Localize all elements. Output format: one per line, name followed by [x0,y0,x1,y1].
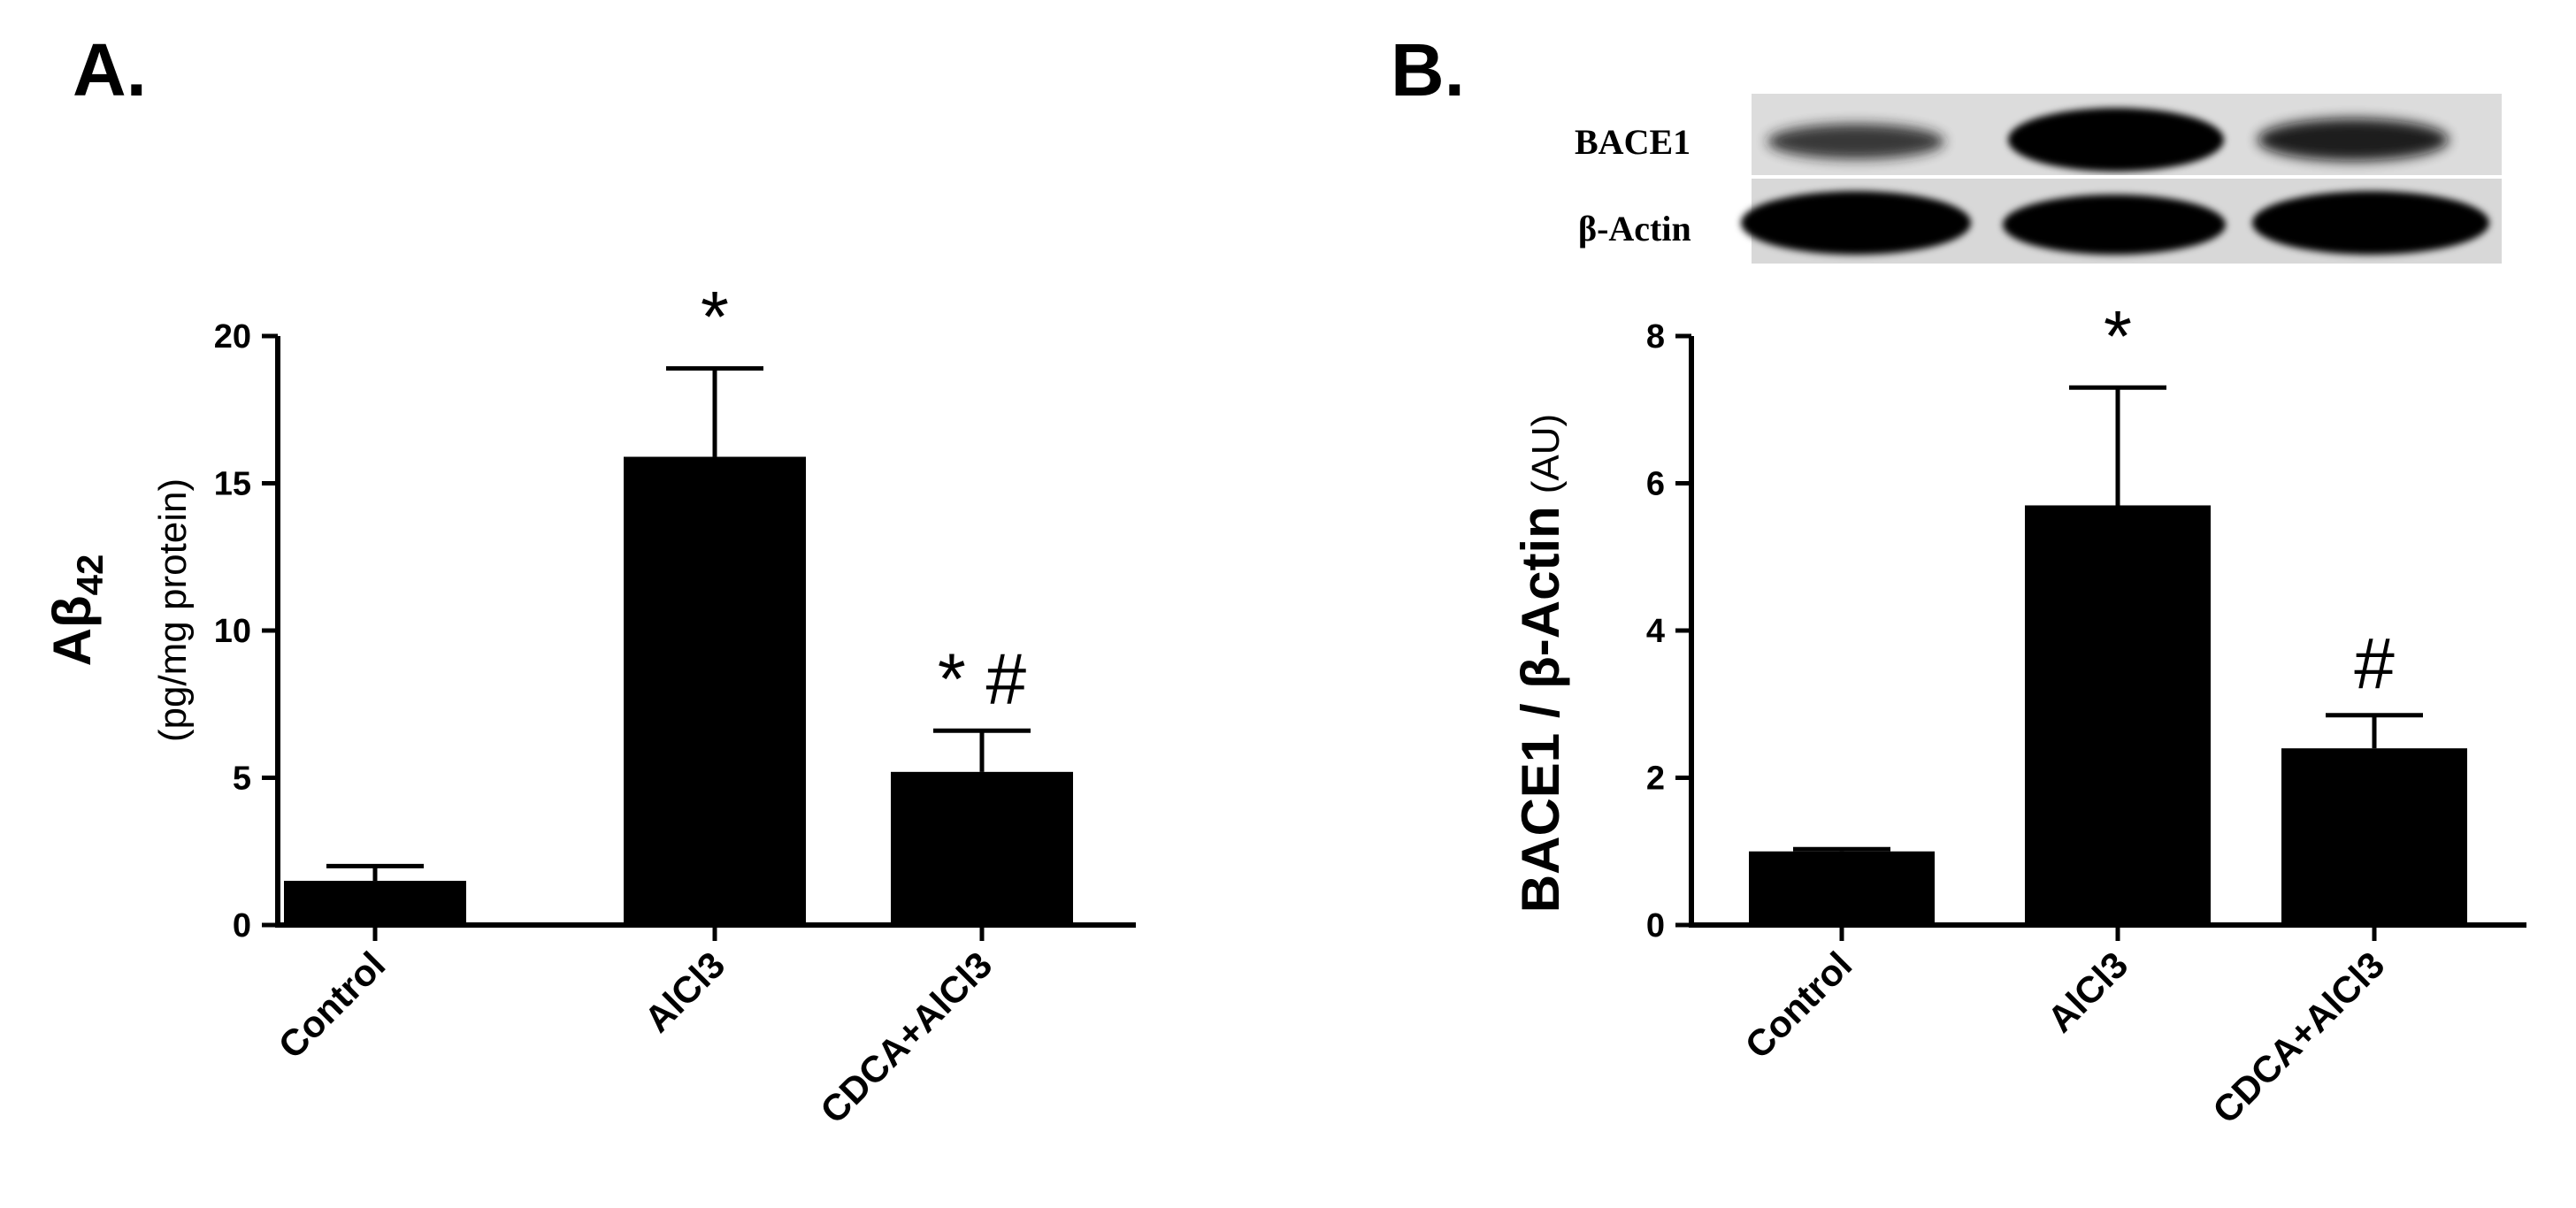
chart-a-bar [624,456,806,925]
chart-b-y-axis-title: BACE1 / β-Actin (AU) [1511,414,1570,913]
chart-a: 0 5 10 15 20 Control * AlCl3 * # CDCA+AlCl3 [214,278,1136,1131]
chart-a-ylabel-subscript: 42 [69,554,111,596]
chart-a-bar [284,881,466,925]
svg-text:Aβ42: Aβ42 [42,554,111,667]
chart-b-y-tick-label: 4 [1646,613,1665,650]
chart-b-category-label: CDCA+AlCl3 [2204,944,2392,1131]
chart-a-y-tick-label: 10 [214,613,251,650]
chart-a-significance-marker: * [701,278,729,358]
chart-b-y-tick-label: 2 [1646,761,1665,798]
chart-a-category-label: AlCl3 [636,944,732,1040]
blot-band-actin-alcl3 [2003,195,2226,255]
chart-b-ylabel-main: BACE1 / β-Actin [1511,506,1570,913]
chart-a-y-tick-label: 5 [233,761,251,798]
western-blot: BACE1 β-Actin [1575,94,2502,264]
blot-band-bace1-cdca-alcl3 [2258,119,2449,161]
chart-a-significance-marker: * # [938,639,1027,720]
blot-label-bace1: BACE1 [1575,122,1690,162]
chart-b-significance-marker: # [2354,624,2395,705]
blot-band-bace1-alcl3 [2008,108,2224,172]
chart-b-category-label: Control [1737,944,1860,1067]
panel-letter-a: A. [73,28,147,111]
chart-b-significance-marker: * [2104,296,2132,377]
chart-b-bar [1749,851,1935,925]
blot-label-beta-actin: β-Actin [1578,209,1691,248]
panel-letter-b: B. [1391,28,1465,111]
chart-b-bar [2281,748,2467,925]
chart-a-y-tick-label: 15 [214,466,251,503]
chart-a-y-tick-label: 20 [214,318,251,356]
blot-separator [1752,175,2502,179]
chart-a-y-axis-title: Aβ42 [42,554,111,667]
chart-b-y-tick-label: 6 [1646,466,1665,503]
chart-a-category-label: Control [271,944,394,1067]
blot-band-actin-control [1741,191,1971,255]
chart-a-category-label: CDCA+AlCl3 [812,944,1000,1131]
chart-a-bar [891,771,1073,925]
chart-b-y-tick-label: 0 [1646,907,1665,944]
blot-band-bace1-control [1767,124,1944,159]
chart-b-category-label: AlCl3 [2039,944,2135,1040]
chart-a-ylabel-main: Aβ [42,595,102,666]
chart-b: 0 2 4 6 8 Control * AlCl3 # CDCA+AlCl3 [1646,296,2526,1131]
chart-b-bar [2025,505,2211,925]
chart-a-y-tick-label: 0 [233,907,251,944]
chart-b-ylabel-units: (AU) [1524,414,1568,493]
chart-b-y-tick-label: 8 [1646,318,1665,356]
blot-band-actin-cdca-alcl3 [2252,191,2489,255]
chart-a-ylabel-units: (pg/mg protein) [151,478,195,742]
